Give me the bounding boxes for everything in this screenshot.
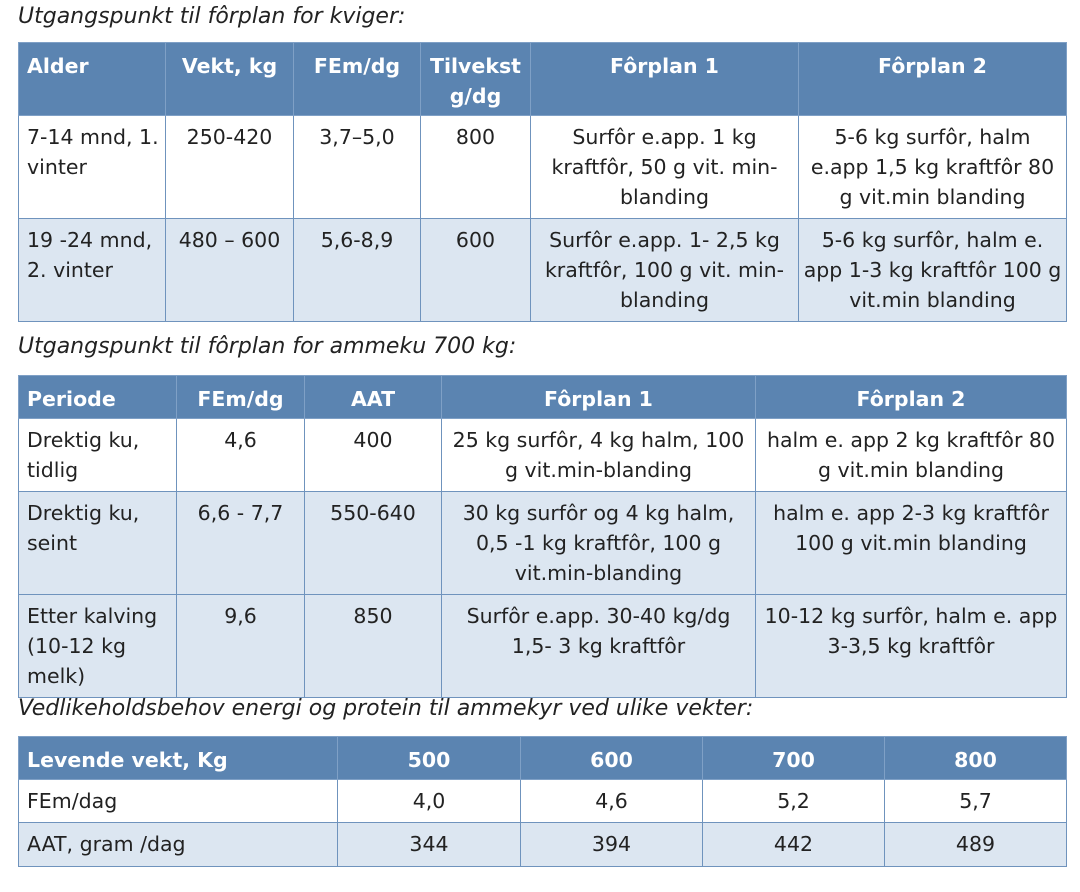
table-row: Drektig ku, tidlig 4,6 400 25 kg surfôr, 4 … (18, 418, 1067, 492)
header-row: Alder Vekt, kg FEm/dg Tilvekst g/dg Fôrplan … (18, 42, 1067, 116)
table-cell: 600 (420, 218, 531, 322)
table-caption: Vedlikeholdsbehov energi og protein til … (18, 696, 754, 721)
table-cell: 30 kg surfôr og 4 kg halm, 0,5 -1 kg kra… (441, 491, 756, 595)
table-cell: 400 (304, 418, 442, 492)
table-cell: 442 (702, 822, 885, 867)
header-cell: 800 (884, 736, 1067, 780)
header-cell: Fôrplan 1 (441, 375, 756, 419)
table-cell: Surfôr e.app. 30-40 kg/dg 1,5- 3 kg kraf… (441, 594, 756, 698)
table-cell: Surfôr e.app. 1 kg kraftfôr, 50 g vit. m… (530, 115, 799, 219)
header-cell: Fôrplan 1 (530, 42, 799, 116)
table-cell: AAT, gram /dag (18, 822, 338, 867)
data-table: Levende vekt, Kg 500 600 700 800 FEm/dag 4,0 4,… (18, 736, 1067, 867)
header-cell: FEm/dg (176, 375, 305, 419)
table-cell: 250-420 (165, 115, 294, 219)
table-row: AAT, gram /dag 344 394 442 489 (18, 822, 1067, 867)
header-cell: Tilvekst g/dg (420, 42, 531, 116)
header-cell: Levende vekt, Kg (18, 736, 338, 780)
table-cell: 25 kg surfôr, 4 kg halm, 100 g vit.min-b… (441, 418, 756, 492)
header-cell: Periode (18, 375, 177, 419)
table-cell: 5,2 (702, 779, 885, 823)
data-table: Alder Vekt, kg FEm/dg Tilvekst g/dg Fôrplan … (18, 42, 1067, 322)
table-cell: 4,6 (176, 418, 305, 492)
table-cell: 489 (884, 822, 1067, 867)
table-cell: Etter kalving (10-12 kg melk) (18, 594, 177, 698)
table-cell: 5,7 (884, 779, 1067, 823)
table-cell: halm e. app 2-3 kg kraftfôr 100 g vit.mi… (755, 491, 1067, 595)
table-cell: 10-12 kg surfôr, halm e. app 3-3,5 kg kr… (755, 594, 1067, 698)
table-cell: 550-640 (304, 491, 442, 595)
table-cell: 6,6 - 7,7 (176, 491, 305, 595)
table-cell: Drektig ku, tidlig (18, 418, 177, 492)
header-row: Levende vekt, Kg 500 600 700 800 (18, 736, 1067, 780)
header-cell: FEm/dg (293, 42, 421, 116)
table-cell: 4,0 (337, 779, 521, 823)
table-row: 19 -24 mnd, 2. vinter 480 – 600 5,6-8,9 600… (18, 218, 1067, 322)
header-cell: AAT (304, 375, 442, 419)
table-cell: Surfôr e.app. 1- 2,5 kg kraftfôr, 100 g … (530, 218, 799, 322)
table-row: 7-14 mnd, 1. vinter 250-420 3,7–5,0 800 Surf… (18, 115, 1067, 219)
table-cell: 5-6 kg surfôr, halm e.app 1,5 kg kraftfô… (798, 115, 1067, 219)
header-cell: 700 (702, 736, 885, 780)
header-cell: 500 (337, 736, 521, 780)
table-cell: 5,6-8,9 (293, 218, 421, 322)
table-cell: 850 (304, 594, 442, 698)
table-row: Etter kalving (10-12 kg melk) 9,6 850 Surfô… (18, 594, 1067, 698)
header-row: Periode FEm/dg AAT Fôrplan 1 Fôrplan 2 (18, 375, 1067, 419)
data-table: Periode FEm/dg AAT Fôrplan 1 Fôrplan 2 Drekti… (18, 375, 1067, 698)
table-cell: 800 (420, 115, 531, 219)
header-cell: 600 (520, 736, 703, 780)
header-cell: Fôrplan 2 (798, 42, 1067, 116)
table-cell: halm e. app 2 kg kraftfôr 80 g vit.min b… (755, 418, 1067, 492)
table-row: FEm/dag 4,0 4,6 5,2 5,7 (18, 779, 1067, 823)
table-cell: FEm/dag (18, 779, 338, 823)
table-cell: 9,6 (176, 594, 305, 698)
table-cell: 480 – 600 (165, 218, 294, 322)
table-caption: Utgangspunkt til fôrplan for kviger: (18, 4, 406, 29)
table-cell: 4,6 (520, 779, 703, 823)
table-cell: Drektig ku, seint (18, 491, 177, 595)
table-cell: 19 -24 mnd, 2. vinter (18, 218, 166, 322)
table-caption: Utgangspunkt til fôrplan for ammeku 700 … (18, 334, 517, 359)
table-cell: 3,7–5,0 (293, 115, 421, 219)
table-cell: 5-6 kg surfôr, halm e. app 1-3 kg kraftf… (798, 218, 1067, 322)
header-cell: Alder (18, 42, 166, 116)
table-cell: 7-14 mnd, 1. vinter (18, 115, 166, 219)
header-cell: Fôrplan 2 (755, 375, 1067, 419)
header-cell: Vekt, kg (165, 42, 294, 116)
table-cell: 344 (337, 822, 521, 867)
table-cell: 394 (520, 822, 703, 867)
table-row: Drektig ku, seint 6,6 - 7,7 550-640 30 kg s… (18, 491, 1067, 595)
